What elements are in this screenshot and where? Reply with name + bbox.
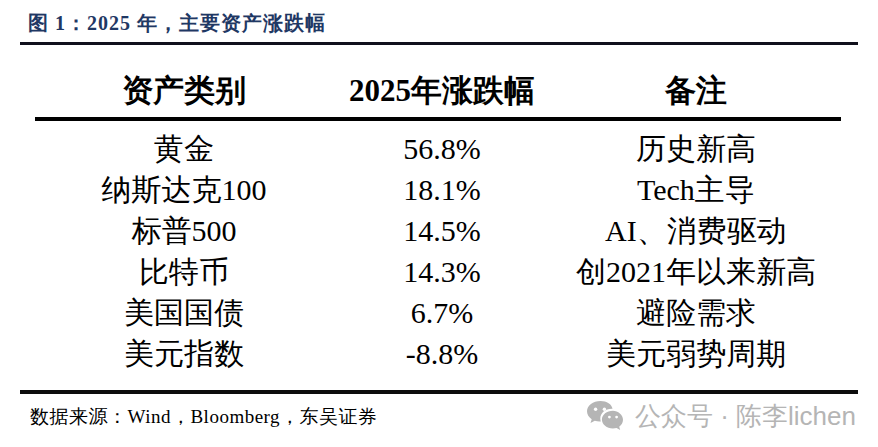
- wechat-watermark: 公众号 · 陈李lichen: [586, 399, 856, 434]
- cell-note: 创2021年以来新高: [551, 251, 841, 292]
- figure-title: 图 1：2025 年，主要资产涨跌幅: [28, 10, 326, 37]
- column-header-asset: 资产类别: [35, 70, 333, 112]
- cell-change: 14.5%: [333, 210, 551, 251]
- column-header-change: 2025年涨跌幅: [333, 70, 551, 112]
- cell-asset: 比特币: [35, 251, 333, 292]
- cell-asset: 美元指数: [35, 333, 333, 374]
- table-row: 黄金 56.8% 历史新高: [35, 128, 841, 169]
- cell-note: 美元弱势周期: [551, 333, 841, 374]
- wechat-icon: [586, 400, 626, 433]
- cell-note: AI、消费驱动: [551, 210, 841, 251]
- cell-asset: 纳斯达克100: [35, 169, 333, 210]
- data-source-note: 数据来源：Wind，Bloomberg，东吴证券: [30, 404, 378, 430]
- title-divider: [20, 42, 858, 45]
- watermark-text: 公众号 · 陈李lichen: [635, 399, 856, 434]
- table-row: 比特币 14.3% 创2021年以来新高: [35, 251, 841, 292]
- cell-change: -8.8%: [333, 333, 551, 374]
- table-row: 标普500 14.5% AI、消费驱动: [35, 210, 841, 251]
- cell-asset: 美国国债: [35, 292, 333, 333]
- cell-asset: 黄金: [35, 128, 333, 169]
- footer-divider: [20, 390, 858, 394]
- table-row: 美国国债 6.7% 避险需求: [35, 292, 841, 333]
- table-row: 纳斯达克100 18.1% Tech主导: [35, 169, 841, 210]
- cell-change: 56.8%: [333, 128, 551, 169]
- table-header-row: 资产类别 2025年涨跌幅 备注: [35, 70, 841, 121]
- column-header-note: 备注: [551, 70, 841, 112]
- table-body: 黄金 56.8% 历史新高 纳斯达克100 18.1% Tech主导 标普500…: [35, 121, 841, 374]
- cell-change: 18.1%: [333, 169, 551, 210]
- cell-note: 历史新高: [551, 128, 841, 169]
- table-row: 美元指数 -8.8% 美元弱势周期: [35, 333, 841, 374]
- cell-note: 避险需求: [551, 292, 841, 333]
- figure-page: 图 1：2025 年，主要资产涨跌幅 资产类别 2025年涨跌幅 备注 黄金 5…: [0, 0, 878, 447]
- asset-performance-table: 资产类别 2025年涨跌幅 备注 黄金 56.8% 历史新高 纳斯达克100 1…: [35, 70, 841, 374]
- cell-note: Tech主导: [551, 169, 841, 210]
- cell-change: 6.7%: [333, 292, 551, 333]
- cell-change: 14.3%: [333, 251, 551, 292]
- cell-asset: 标普500: [35, 210, 333, 251]
